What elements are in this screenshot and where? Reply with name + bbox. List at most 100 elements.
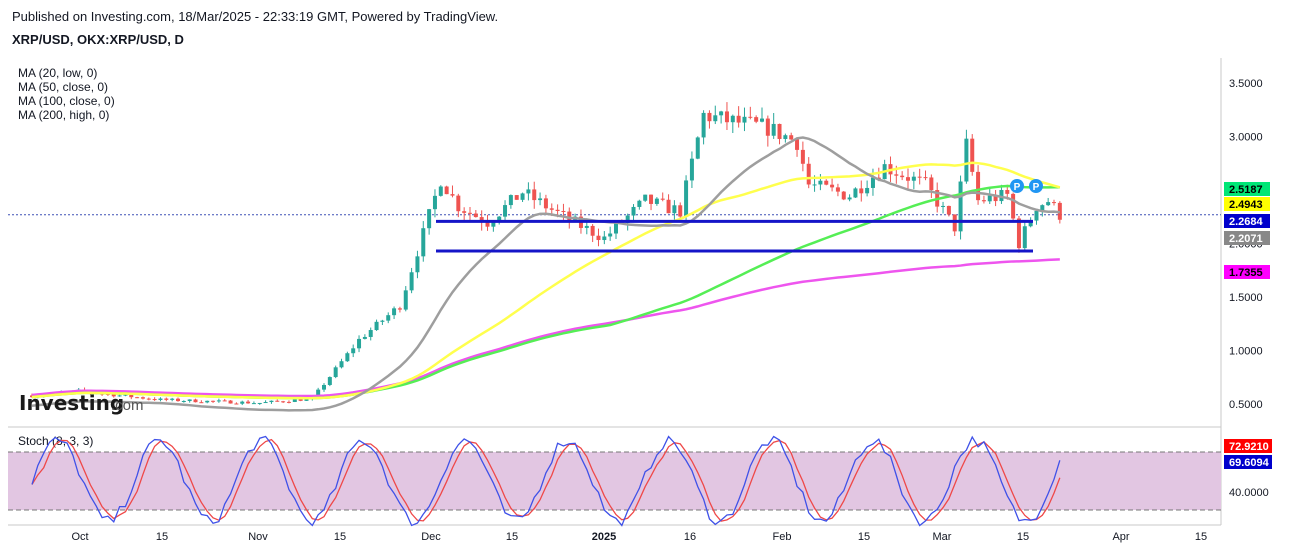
candle-body (520, 193, 525, 200)
candle-body (357, 338, 362, 349)
candle-body (911, 176, 916, 181)
candle-body (952, 214, 957, 232)
candle-body (555, 209, 560, 211)
candle-body (123, 394, 128, 396)
candle-body (386, 315, 391, 321)
price-badge-text: 2.5187 (1229, 184, 1263, 196)
candle-body (1034, 210, 1039, 221)
candle-body (818, 180, 823, 185)
candle-body (649, 194, 654, 204)
candle-body (164, 398, 169, 400)
candle-body (654, 198, 659, 204)
candle-body (351, 348, 356, 354)
ma20-line (31, 136, 1060, 412)
time-tick: Nov (248, 531, 268, 543)
legend-ma50[interactable]: MA (50, close, 0) (18, 80, 109, 94)
candle-body (549, 208, 554, 210)
time-tick: 15 (334, 531, 346, 543)
price-badge-text: 2.2684 (1229, 216, 1264, 228)
stoch-badge (1224, 455, 1272, 469)
candle-body (830, 184, 835, 188)
time-tick: Feb (773, 531, 792, 543)
candle-body (742, 116, 747, 123)
time-tick: 15 (506, 531, 518, 543)
time-tick: Oct (71, 531, 88, 543)
candle-body (286, 401, 291, 403)
candle-body (701, 112, 706, 138)
candle-body (865, 187, 870, 194)
candle-body (1022, 226, 1027, 249)
candle-body (614, 222, 618, 234)
candle-body (993, 195, 998, 202)
price-tick: 0.5000 (1229, 399, 1263, 411)
candle-body (964, 138, 969, 182)
candle-body (976, 171, 981, 201)
candle-body (894, 174, 899, 176)
candle-body (263, 402, 268, 404)
candle-body (473, 213, 478, 218)
candle-body (800, 149, 805, 164)
candle-body (415, 256, 420, 273)
candle-body (479, 217, 484, 223)
candle-body (257, 402, 262, 404)
candle-body (748, 116, 753, 118)
candle-body (561, 210, 566, 212)
legend-ma200[interactable]: MA (200, high, 0) (18, 108, 110, 122)
time-tick: 16 (684, 531, 696, 543)
candle-body (999, 190, 1004, 202)
candle-body (789, 135, 794, 140)
price-badge-text: 2.4943 (1229, 199, 1263, 211)
price-badge (1224, 197, 1270, 211)
price-badge (1224, 265, 1270, 279)
candle-body (870, 177, 875, 188)
candle-body (362, 336, 367, 339)
price-badge (1224, 214, 1270, 228)
legend-ma20[interactable]: MA (20, low, 0) (18, 66, 98, 80)
candle-body (1028, 220, 1033, 227)
candle-body (946, 205, 951, 215)
candle-body (322, 384, 326, 390)
legend-ma100[interactable]: MA (100, close, 0) (18, 94, 115, 108)
candle-body (374, 321, 379, 331)
candle-body (584, 225, 589, 228)
candle-body (637, 200, 642, 207)
candle-body (392, 308, 397, 316)
candle-body (707, 112, 712, 122)
investing-logo: Investing .com (19, 391, 144, 415)
candle-body (432, 195, 437, 210)
stoch-legend[interactable]: Stoch (8, 3, 3) (18, 434, 94, 448)
candle-body (380, 320, 385, 322)
candle-body (900, 175, 905, 178)
candle-body (847, 197, 852, 200)
candle-body (514, 195, 519, 200)
time-ticks: Oct 15 Nov 15 Dec 15 2025 16 Feb 15 Mar 15 Apr 15 (71, 531, 1207, 543)
candle-body (713, 115, 718, 122)
candle-body (760, 118, 764, 122)
candle-body (958, 181, 963, 232)
stoch-k-line (31, 435, 1061, 527)
candle-body (199, 402, 204, 404)
candle-body (1046, 202, 1051, 206)
ma50-line (31, 161, 1061, 400)
price-tick: 3.5000 (1229, 78, 1263, 90)
price-badge-text: 2.2071 (1229, 233, 1263, 245)
pivot-marker-label: P (1014, 182, 1021, 193)
candle-body (917, 176, 922, 178)
indicator-legend: MA (20, low, 0) MA (50, close, 0) MA (10… (18, 66, 115, 122)
ma200-line (31, 258, 1060, 398)
candle-body (216, 400, 221, 402)
candle-body (462, 211, 467, 213)
candle-body (754, 117, 759, 122)
candle-body (929, 177, 934, 191)
candle-body (181, 401, 186, 403)
time-tick: 15 (858, 531, 870, 543)
candle-body (427, 209, 432, 229)
candle-body (841, 191, 846, 200)
stoch-tick: 40.0000 (1229, 487, 1269, 499)
stoch-band (8, 452, 1221, 510)
time-tick: 15 (156, 531, 168, 543)
candle-body (941, 205, 946, 207)
candle-body (666, 199, 671, 214)
candle-body (1011, 193, 1016, 219)
